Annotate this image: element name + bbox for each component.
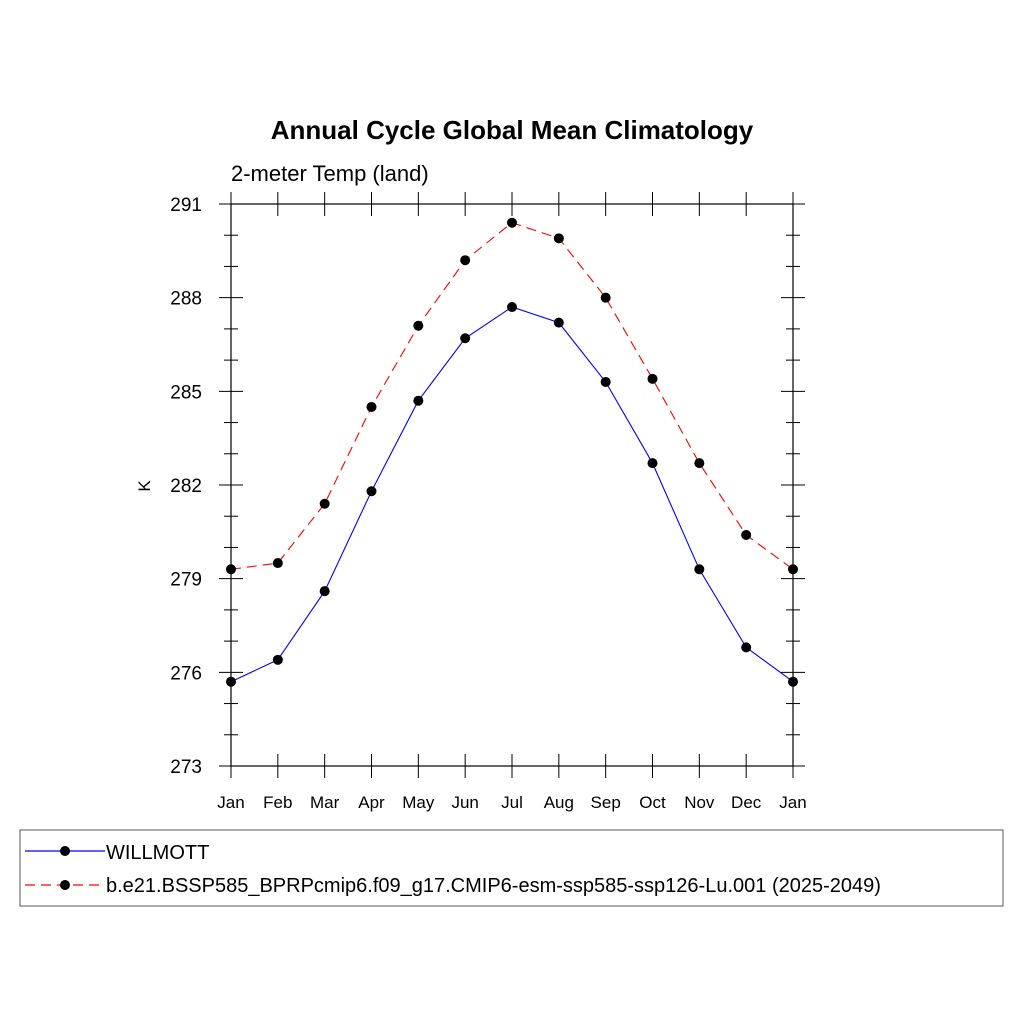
x-tick-label: Oct	[639, 793, 666, 812]
data-point-series-1	[460, 255, 471, 266]
legend-marker-willmott	[60, 846, 70, 856]
legend-box	[19, 829, 1004, 907]
x-tick-label: Aug	[544, 793, 574, 812]
x-tick-label: Mar	[310, 793, 340, 812]
data-point-series-0	[272, 654, 283, 665]
data-point-series-0	[366, 486, 377, 497]
chart-title: Annual Cycle Global Mean Climatology	[271, 115, 754, 145]
data-point-series-1	[366, 401, 377, 412]
legend-label-cesm: b.e21.BSSP585_BPRPcmip6.f09_g17.CMIP6-es…	[106, 875, 881, 897]
x-tick-label: Dec	[731, 793, 762, 812]
x-tick-labels: Jan Feb Mar Apr May Jun Jul Aug Sep Oct Nov Dec Jan	[217, 793, 806, 812]
series-lines	[230, 222, 794, 683]
x-tick-label: Apr	[358, 793, 385, 812]
data-point-series-0	[460, 333, 471, 344]
y-tick-label: 291	[170, 195, 202, 216]
data-point-series-1	[600, 292, 611, 303]
data-point-series-0	[319, 586, 330, 597]
x-tick-label: Jan	[217, 793, 244, 812]
series-markers	[226, 217, 798, 687]
data-point-series-0	[600, 376, 611, 387]
data-point-series-1	[272, 558, 283, 569]
legend: WILLMOTT b.e21.BSSP585_BPRPcmip6.f09_g17…	[19, 829, 1004, 907]
y-tick-label: 273	[170, 757, 202, 778]
data-point-series-1	[647, 373, 658, 384]
data-point-series-1	[413, 320, 424, 331]
x-tick-label: Sep	[591, 793, 621, 812]
x-tick-label: Feb	[263, 793, 292, 812]
x-tick-label: May	[402, 793, 435, 812]
y-tick-label: 279	[170, 570, 202, 591]
legend-marker-cesm	[60, 880, 70, 890]
data-point-series-0	[741, 642, 752, 653]
y-tick-label: 288	[170, 289, 202, 310]
series-line-0	[230, 306, 794, 683]
x-tick-label: Jan	[779, 793, 806, 812]
major-ticks	[219, 192, 805, 778]
data-point-series-1	[694, 458, 705, 469]
data-point-series-1	[741, 529, 752, 540]
data-point-series-1	[553, 233, 564, 244]
y-axis-label: K	[135, 480, 154, 492]
chart-subtitle: 2-meter Temp (land)	[231, 161, 429, 186]
data-point-series-1	[507, 217, 517, 228]
y-tick-labels: 273 276 279 282 285 288 291	[170, 195, 202, 778]
data-point-series-0	[694, 564, 705, 575]
x-tick-label: Jul	[501, 793, 523, 812]
y-tick-label: 282	[170, 476, 202, 497]
data-point-series-0	[553, 317, 564, 328]
data-point-series-0	[647, 458, 658, 469]
x-tick-label: Jun	[451, 793, 478, 812]
data-point-series-1	[319, 498, 330, 509]
series-line-1	[230, 222, 794, 570]
data-point-series-0	[413, 395, 424, 406]
legend-label-willmott: WILLMOTT	[106, 842, 209, 864]
y-tick-label: 276	[170, 663, 202, 684]
data-point-series-0	[507, 302, 517, 313]
x-tick-label: Nov	[684, 793, 715, 812]
plot-area-frame	[230, 203, 794, 767]
y-tick-label: 285	[170, 382, 202, 403]
